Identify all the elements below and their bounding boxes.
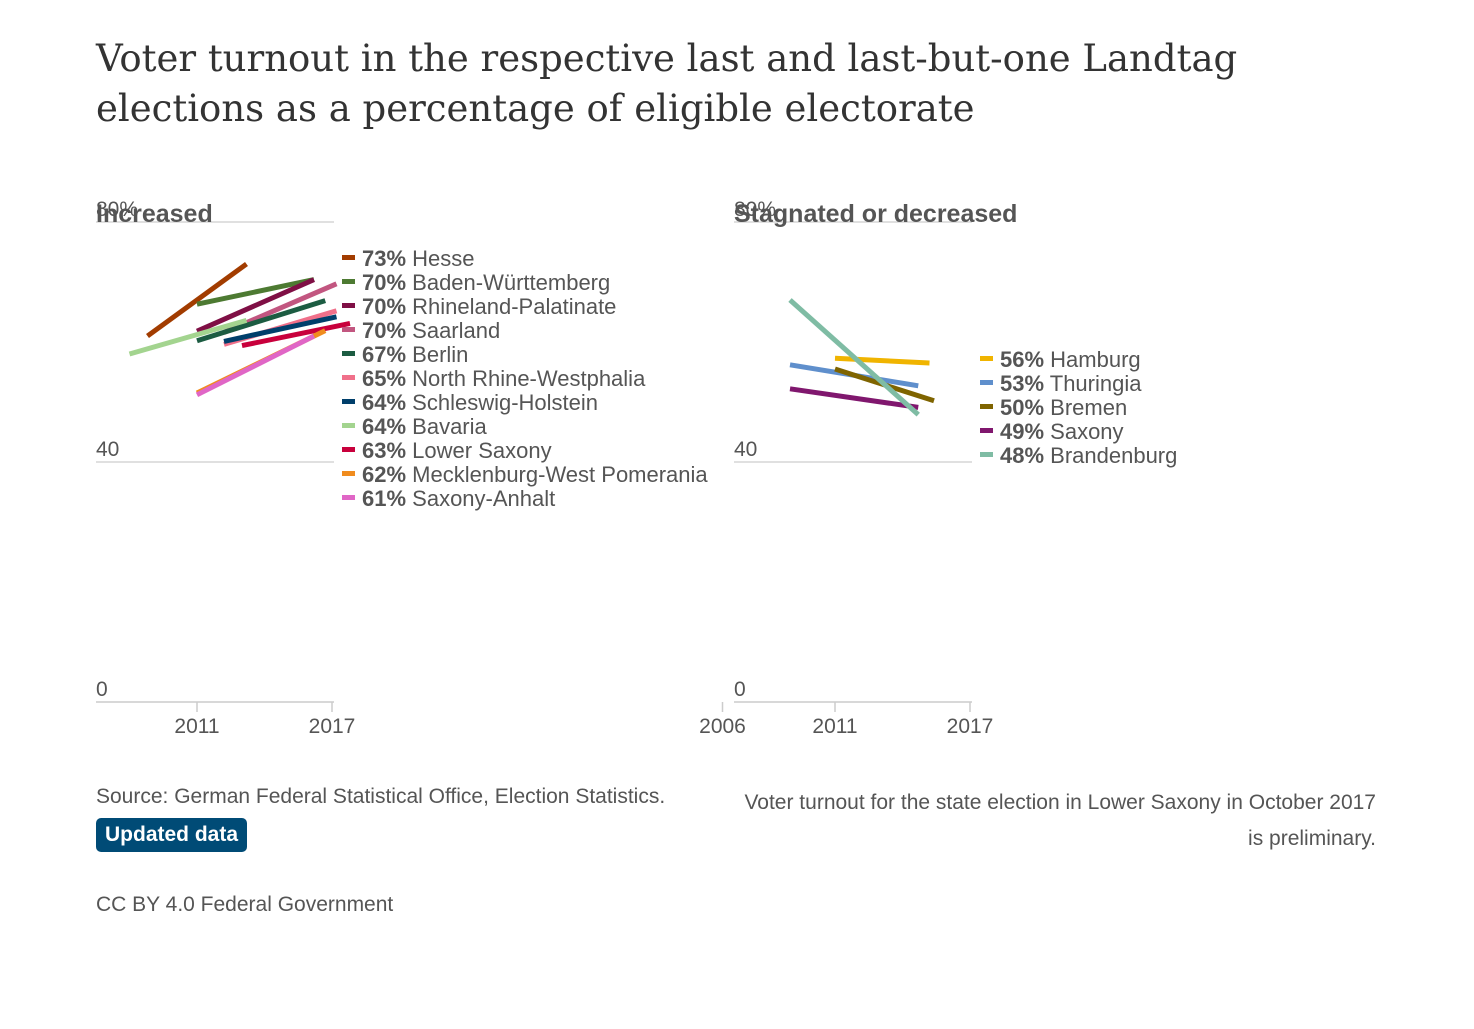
- legend-swatch-saxony: [980, 428, 993, 433]
- legend-item-rhineland-palatinate: 70% Rhineland-Palatinate: [362, 294, 616, 319]
- legend-item-baden-wurttemberg: 70% Baden-Württemberg: [362, 270, 610, 295]
- legend-swatch-hamburg: [980, 356, 993, 361]
- x-tick-label-2011: 2011: [812, 715, 857, 738]
- x-tick-label-2017: 2017: [309, 715, 356, 738]
- legend-label: Berlin: [406, 342, 468, 367]
- series-line-baden-wurttemberg[interactable]: [196, 277, 315, 307]
- series-line-saxony-anhalt[interactable]: [195, 333, 316, 398]
- series-line-bavaria[interactable]: [128, 317, 248, 357]
- page-title: Voter turnout in the respective last and…: [96, 37, 1238, 130]
- series-line-schleswig-holstein[interactable]: [223, 314, 338, 344]
- y-tick-label-40: 40: [96, 438, 119, 461]
- y-tick-label-80: 80%: [96, 198, 138, 221]
- legend-label: Baden-Württemberg: [406, 270, 610, 295]
- series-line-lower-saxony[interactable]: [241, 320, 351, 349]
- legend-swatch-berlin: [342, 351, 355, 356]
- legend-value: 48%: [1000, 443, 1044, 468]
- legend-label: Lower Saxony: [406, 438, 552, 463]
- series-line-saxony[interactable]: [789, 386, 919, 410]
- legend-swatch-lower-saxony: [342, 447, 355, 452]
- y-tick-label-0: 0: [96, 678, 108, 701]
- legend-item-north-rhine-westphalia: 65% North Rhine-Westphalia: [362, 366, 646, 391]
- legend-value: 70%: [362, 270, 406, 295]
- legend-label: Schleswig-Holstein: [406, 390, 598, 415]
- legend-label: Brandenburg: [1044, 443, 1177, 468]
- legend-swatch-rhineland-palatinate: [342, 303, 355, 308]
- legend-value: 67%: [362, 342, 406, 367]
- legend-label: Saarland: [406, 318, 500, 343]
- legend-swatch-schleswig-holstein: [342, 399, 355, 404]
- series-line-hesse[interactable]: [146, 261, 248, 339]
- legend-label: North Rhine-Westphalia: [406, 366, 646, 391]
- y-tick-label-0: 0: [734, 678, 746, 701]
- legend-item-brandenburg: 48% Brandenburg: [1000, 443, 1177, 468]
- legend-swatch-brandenburg: [980, 452, 993, 457]
- y-tick-label-40: 40: [734, 438, 757, 461]
- legend-value: 50%: [1000, 395, 1044, 420]
- legend-item-saxony: 49% Saxony: [1000, 419, 1124, 444]
- legend-value: 56%: [1000, 347, 1044, 372]
- legend-value: 70%: [362, 294, 406, 319]
- legend-label: Saxony: [1044, 419, 1124, 444]
- legend-swatch-saxony-anhalt: [342, 495, 355, 500]
- legend-item-saarland: 70% Saarland: [362, 318, 500, 343]
- source-note: Source: German Federal Statistical Offic…: [96, 785, 666, 808]
- legend-swatch-baden-wurttemberg: [342, 279, 355, 284]
- legend-label: Bavaria: [406, 414, 487, 439]
- panel-title: Stagnated or decreased: [734, 200, 1017, 228]
- legend-value: 61%: [362, 486, 406, 511]
- legend-item-hesse: 73% Hesse: [362, 246, 475, 271]
- legend-swatch-bavaria: [342, 423, 355, 428]
- legend-value: 73%: [362, 246, 406, 271]
- legend-swatch-thuringia: [980, 380, 993, 385]
- legend-item-schleswig-holstein: 64% Schleswig-Holstein: [362, 390, 598, 415]
- x-tick-label-2017: 2017: [947, 715, 994, 738]
- legend-label: Saxony-Anhalt: [406, 486, 555, 511]
- legend-value: 49%: [1000, 419, 1044, 444]
- license-text: CC BY 4.0 Federal Government: [96, 893, 394, 916]
- legend-item-mecklenburg-west-pomerania: 62% Mecklenburg-West Pomerania: [362, 462, 708, 487]
- panel-title: Increased: [96, 200, 213, 228]
- legend-item-berlin: 67% Berlin: [362, 342, 468, 367]
- legend-swatch-mecklenburg-west-pomerania: [342, 471, 355, 476]
- legend-label: Rhineland-Palatinate: [406, 294, 616, 319]
- legend-label: Hesse: [406, 246, 474, 271]
- series-line-brandenburg[interactable]: [788, 298, 920, 417]
- legend-item-lower-saxony: 63% Lower Saxony: [362, 438, 552, 463]
- series-line-rhineland-palatinate[interactable]: [195, 277, 316, 334]
- legend-swatch-hesse: [342, 255, 355, 260]
- legend-swatch-bremen: [980, 404, 993, 409]
- legend-value: 65%: [362, 366, 406, 391]
- panel-stagnated-or-decreased: 80% 40 0 Stagnated or decreased 2006 2011 2017…: [699, 198, 1177, 738]
- y-tick-label-80: 80%: [734, 198, 776, 221]
- legend-item-thuringia: 53% Thuringia: [1000, 371, 1142, 396]
- legend-value: 70%: [362, 318, 406, 343]
- legend-label: Mecklenburg-West Pomerania: [406, 462, 708, 487]
- x-tick-label-2011: 2011: [174, 715, 219, 738]
- updated-data-button[interactable]: Updated data: [96, 818, 248, 852]
- legend-value: 62%: [362, 462, 406, 487]
- legend-value: 64%: [362, 414, 406, 439]
- legend-item-hamburg: 56% Hamburg: [1000, 347, 1141, 372]
- legend-item-bavaria: 64% Bavaria: [362, 414, 488, 439]
- legend-item-bremen: 50% Bremen: [1000, 395, 1127, 420]
- legend-swatch-north-rhine-westphalia: [342, 375, 355, 380]
- series-line-hamburg[interactable]: [834, 355, 930, 366]
- legend-label: Hamburg: [1044, 347, 1141, 372]
- legend-label: Thuringia: [1044, 371, 1142, 396]
- legend-value: 53%: [1000, 371, 1044, 396]
- legend-label: Bremen: [1044, 395, 1127, 420]
- x-tick-label-2006: 2006: [699, 715, 746, 738]
- series-line-berlin[interactable]: [196, 298, 326, 344]
- legend-item-saxony-anhalt: 61% Saxony-Anhalt: [362, 486, 555, 511]
- preliminary-note: Voter turnout for the state election in …: [744, 791, 1376, 850]
- legend-value: 63%: [362, 438, 406, 463]
- legend-value: 64%: [362, 390, 406, 415]
- legend-swatch-saarland: [342, 327, 355, 332]
